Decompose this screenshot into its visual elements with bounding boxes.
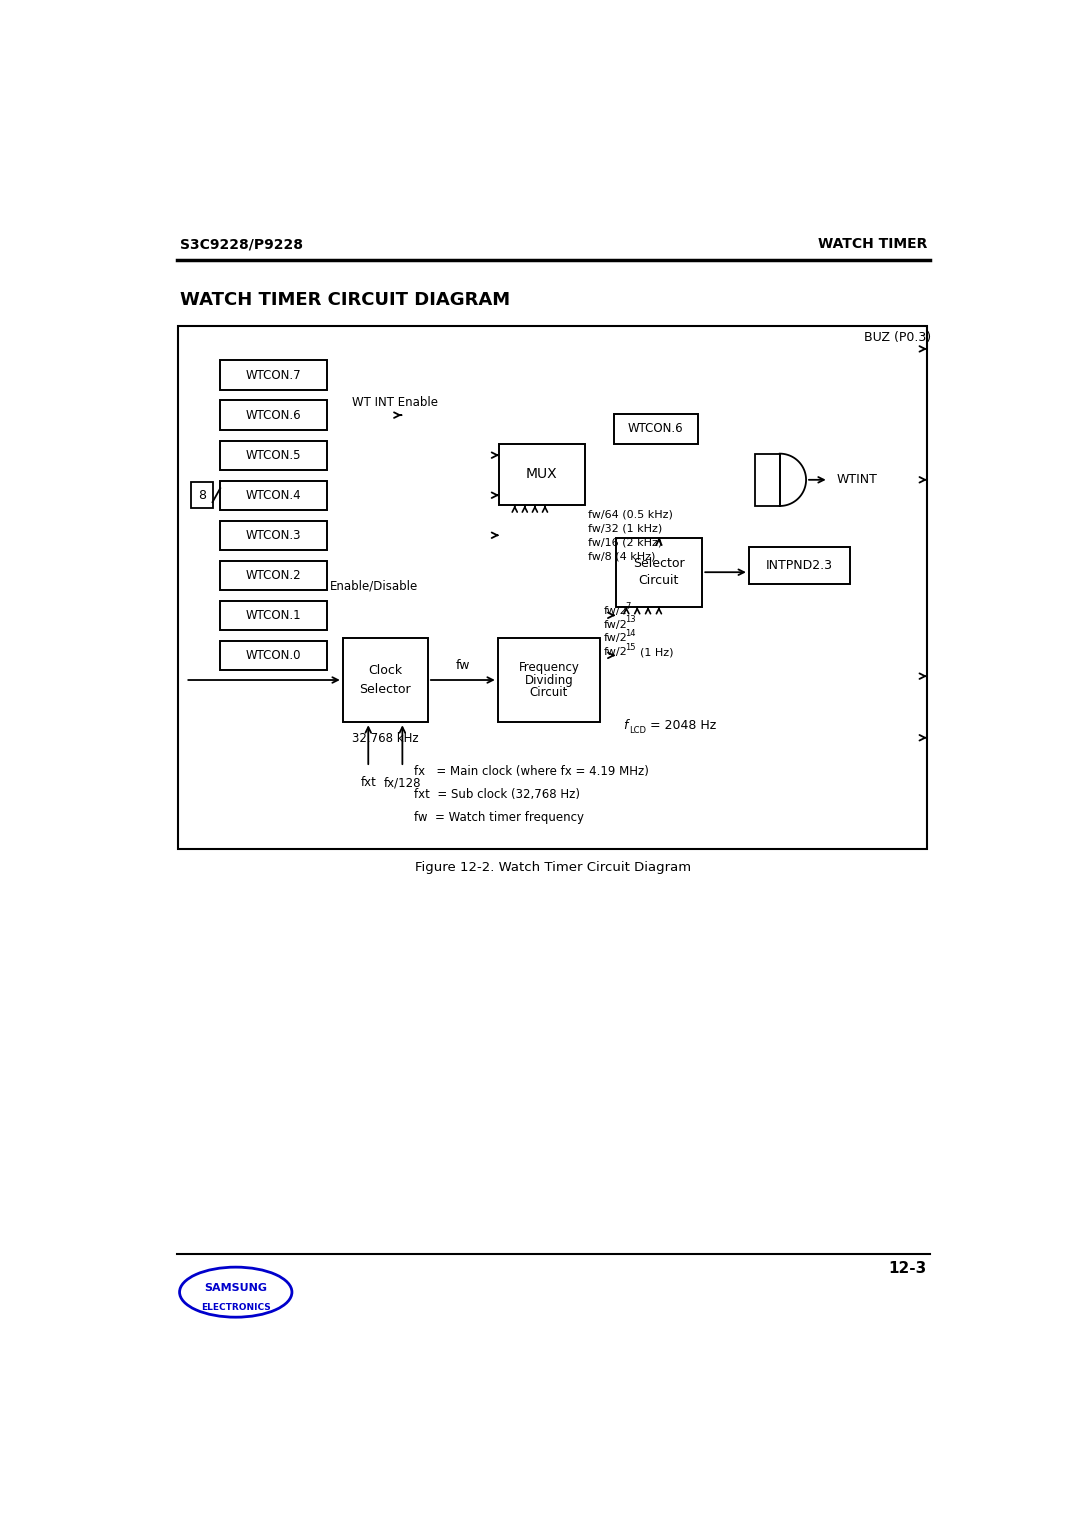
Text: WTCON.1: WTCON.1 bbox=[246, 608, 301, 622]
FancyBboxPatch shape bbox=[220, 440, 327, 469]
Text: LCD: LCD bbox=[630, 726, 647, 735]
Text: WTCON.6: WTCON.6 bbox=[627, 422, 684, 435]
Text: fx   = Main clock (where fx = 4.19 MHz): fx = Main clock (where fx = 4.19 MHz) bbox=[414, 764, 649, 778]
Text: WATCH TIMER CIRCUIT DIAGRAM: WATCH TIMER CIRCUIT DIAGRAM bbox=[180, 292, 510, 309]
FancyBboxPatch shape bbox=[220, 361, 327, 390]
Text: WATCH TIMER: WATCH TIMER bbox=[818, 237, 927, 251]
Ellipse shape bbox=[179, 1267, 292, 1317]
Text: fw: fw bbox=[456, 659, 470, 672]
Text: Enable/Disable: Enable/Disable bbox=[330, 581, 419, 593]
Text: fw/64 (0.5 kHz): fw/64 (0.5 kHz) bbox=[589, 509, 673, 520]
Text: WTINT: WTINT bbox=[836, 474, 877, 486]
FancyBboxPatch shape bbox=[191, 483, 213, 509]
Text: fw/2: fw/2 bbox=[604, 634, 627, 643]
Text: fw/2: fw/2 bbox=[604, 619, 627, 630]
Text: ELECTRONICS: ELECTRONICS bbox=[201, 1303, 271, 1313]
Text: fw/2: fw/2 bbox=[604, 648, 627, 657]
Text: Circuit: Circuit bbox=[638, 575, 679, 587]
Text: 7: 7 bbox=[625, 602, 631, 611]
Text: fw/8 (4 kHz): fw/8 (4 kHz) bbox=[589, 552, 656, 561]
FancyBboxPatch shape bbox=[499, 443, 584, 506]
FancyBboxPatch shape bbox=[220, 481, 327, 510]
Text: 13: 13 bbox=[625, 616, 636, 625]
Text: fw/32 (1 kHz): fw/32 (1 kHz) bbox=[589, 523, 663, 533]
Text: WT INT Enable: WT INT Enable bbox=[352, 396, 438, 410]
Text: 12-3: 12-3 bbox=[889, 1261, 927, 1276]
Text: fxt: fxt bbox=[361, 776, 376, 790]
FancyBboxPatch shape bbox=[220, 400, 327, 429]
Text: Figure 12-2. Watch Timer Circuit Diagram: Figure 12-2. Watch Timer Circuit Diagram bbox=[416, 860, 691, 874]
FancyBboxPatch shape bbox=[613, 414, 698, 443]
Text: f: f bbox=[623, 718, 627, 732]
Text: SAMSUNG: SAMSUNG bbox=[204, 1284, 267, 1293]
FancyBboxPatch shape bbox=[498, 637, 600, 723]
Text: Selector: Selector bbox=[360, 683, 411, 695]
Text: fw/16 (2 kHz): fw/16 (2 kHz) bbox=[589, 538, 663, 547]
Text: fx/128: fx/128 bbox=[383, 776, 421, 790]
FancyBboxPatch shape bbox=[616, 538, 702, 607]
FancyBboxPatch shape bbox=[342, 637, 428, 723]
Text: 15: 15 bbox=[625, 643, 636, 652]
Text: Dividing: Dividing bbox=[525, 674, 573, 686]
Text: WTCON.4: WTCON.4 bbox=[246, 489, 301, 501]
Text: fw  = Watch timer frequency: fw = Watch timer frequency bbox=[414, 811, 584, 824]
Text: S3C9228/P9228: S3C9228/P9228 bbox=[180, 237, 303, 251]
Text: Selector: Selector bbox=[633, 558, 685, 570]
FancyBboxPatch shape bbox=[755, 454, 780, 506]
Text: MUX: MUX bbox=[526, 468, 557, 481]
Text: INTPND2.3: INTPND2.3 bbox=[766, 559, 833, 571]
Text: WTCON.3: WTCON.3 bbox=[246, 529, 301, 542]
FancyBboxPatch shape bbox=[220, 561, 327, 590]
FancyBboxPatch shape bbox=[220, 521, 327, 550]
Text: WTCON.6: WTCON.6 bbox=[246, 408, 301, 422]
FancyBboxPatch shape bbox=[748, 547, 850, 584]
Text: fw/2: fw/2 bbox=[604, 605, 627, 616]
Text: 32.768 kHz: 32.768 kHz bbox=[352, 732, 419, 744]
Text: Frequency: Frequency bbox=[518, 662, 579, 674]
Text: WTCON.2: WTCON.2 bbox=[246, 568, 301, 582]
Text: = 2048 Hz: = 2048 Hz bbox=[650, 718, 717, 732]
Text: WTCON.7: WTCON.7 bbox=[246, 368, 301, 382]
FancyBboxPatch shape bbox=[220, 601, 327, 630]
Text: fxt  = Sub clock (32,768 Hz): fxt = Sub clock (32,768 Hz) bbox=[414, 788, 580, 801]
Text: 8: 8 bbox=[198, 489, 205, 501]
Text: WTCON.5: WTCON.5 bbox=[246, 449, 301, 461]
Text: 14: 14 bbox=[625, 630, 636, 639]
Text: BUZ (P0.3): BUZ (P0.3) bbox=[864, 330, 931, 344]
FancyBboxPatch shape bbox=[220, 640, 327, 669]
Text: Clock: Clock bbox=[368, 665, 403, 677]
FancyBboxPatch shape bbox=[177, 325, 927, 850]
Text: Circuit: Circuit bbox=[529, 686, 568, 698]
Text: WTCON.0: WTCON.0 bbox=[246, 649, 301, 662]
Text: (1 Hz): (1 Hz) bbox=[639, 648, 673, 657]
